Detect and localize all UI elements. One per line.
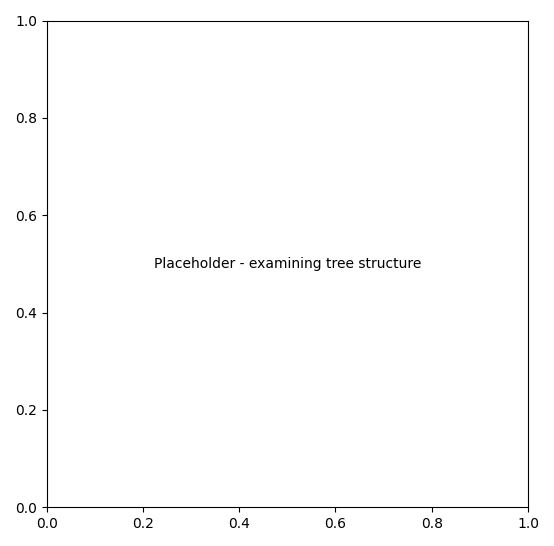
Text: Placeholder - examining tree structure: Placeholder - examining tree structure — [153, 257, 421, 271]
